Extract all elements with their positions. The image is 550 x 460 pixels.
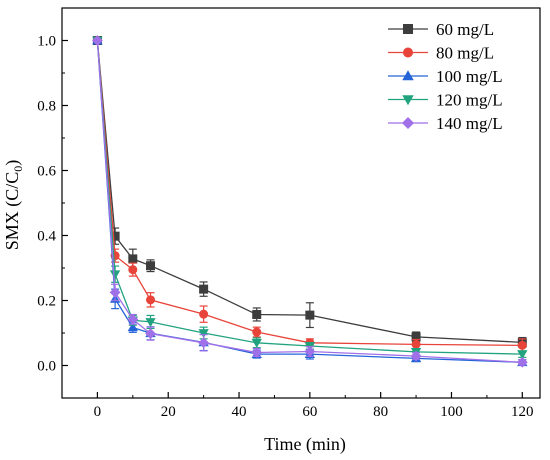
legend-marker	[402, 95, 414, 106]
plot-area	[92, 35, 528, 368]
y-axis-label: SMX (C/C0)	[2, 160, 25, 251]
legend-label: 120 mg/L	[436, 91, 503, 110]
legend-marker	[402, 117, 414, 129]
data-point-5	[251, 347, 263, 358]
data-point-5	[109, 286, 121, 298]
data-point-4	[517, 350, 528, 360]
data-point-2	[252, 327, 262, 337]
data-point-2	[146, 295, 156, 305]
x-tick-label: 20	[161, 404, 176, 420]
data-point-1	[252, 309, 262, 319]
y-tick-label: 0.0	[37, 359, 56, 375]
data-point-1	[305, 310, 315, 320]
y-tick-label: 0.4	[37, 229, 56, 245]
data-point-4	[109, 270, 121, 280]
data-point-4	[145, 318, 156, 328]
x-tick-label: 40	[232, 404, 247, 420]
y-tick-label: 0.6	[37, 164, 56, 180]
y-tick-label: 0.8	[37, 99, 56, 115]
data-point-1	[110, 231, 120, 241]
data-point-4	[251, 338, 262, 348]
data-point-5	[92, 35, 103, 46]
axes: 0 20 40 60 80 100 120 0.0 0.2 0.4 0.6 0.8 1.0	[37, 7, 541, 420]
legend: 60 mg/L 80 mg/L 100 mg/L 120 mg/L 140 mg/L	[388, 20, 503, 133]
data-point-1	[199, 284, 209, 294]
legend-marker	[403, 24, 413, 34]
data-point-5	[516, 356, 528, 368]
data-point-1	[411, 332, 421, 342]
data-point-3	[127, 322, 138, 332]
data-point-5	[145, 328, 156, 340]
x-tick-label: 0	[94, 404, 102, 420]
legend-label: 140 mg/L	[436, 114, 503, 133]
data-point-5	[127, 313, 139, 325]
series-line-2	[96, 40, 523, 347]
data-point-1	[128, 254, 138, 264]
data-point-5	[304, 346, 316, 357]
legend-marker	[403, 47, 413, 58]
y-tick-label: 1.0	[37, 34, 56, 50]
y-tick-label: 0.2	[37, 294, 56, 310]
x-axis-label: Time (min)	[264, 434, 346, 455]
data-point-5	[410, 350, 422, 362]
data-point-2	[517, 340, 527, 350]
data-point-5	[198, 337, 210, 349]
legend-label: 100 mg/L	[436, 67, 503, 86]
legend-marker	[402, 70, 414, 81]
x-tick-label: 60	[302, 404, 317, 420]
x-tick-label: 80	[373, 404, 388, 420]
data-point-2	[411, 339, 421, 349]
data-point-2	[128, 265, 138, 275]
data-point-2	[199, 309, 209, 319]
legend-label: 60 mg/L	[436, 20, 494, 39]
x-tick-label: 120	[511, 404, 534, 420]
x-tick-label: 100	[440, 404, 463, 420]
data-point-4	[198, 329, 209, 339]
data-point-1	[146, 261, 156, 271]
legend-label: 80 mg/L	[436, 44, 494, 63]
